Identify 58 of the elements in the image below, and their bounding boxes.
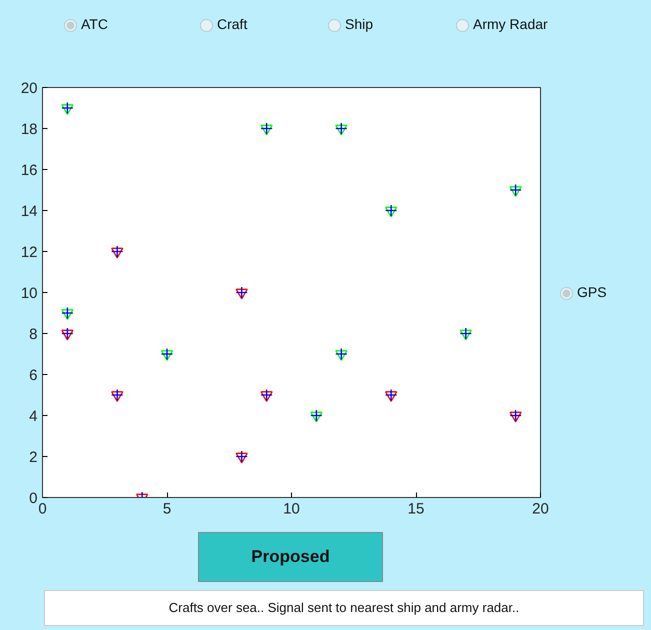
point bbox=[335, 348, 348, 360]
point bbox=[260, 391, 273, 402]
point bbox=[384, 391, 398, 402]
point bbox=[236, 288, 248, 300]
text: Ship bbox=[344, 15, 374, 34]
x-tick-label: 15 bbox=[408, 500, 424, 518]
point bbox=[260, 388, 273, 402]
x-tick-label: 10 bbox=[283, 500, 300, 518]
point bbox=[384, 206, 398, 218]
y-tick-label: 0 bbox=[29, 490, 38, 507]
point bbox=[61, 309, 74, 320]
point bbox=[111, 248, 124, 258]
point bbox=[111, 388, 124, 402]
y-tick-label: 8 bbox=[29, 326, 38, 343]
point bbox=[61, 102, 74, 114]
point bbox=[61, 327, 74, 340]
text: ATC bbox=[80, 15, 108, 34]
text: Crafts over sea.. Signal sent to nearest ship and army radar.. bbox=[44, 590, 644, 626]
text: Proposed bbox=[198, 532, 383, 582]
y-tick-label: 2 bbox=[29, 449, 38, 466]
point bbox=[310, 412, 323, 422]
text: Army Radar bbox=[472, 15, 548, 34]
point bbox=[61, 104, 74, 115]
point bbox=[509, 186, 522, 197]
y-tick-label: 4 bbox=[29, 408, 38, 425]
y-tick-label: 16 bbox=[20, 162, 38, 179]
point bbox=[160, 348, 174, 360]
point bbox=[509, 184, 522, 196]
point bbox=[236, 452, 248, 464]
point bbox=[509, 409, 522, 422]
point bbox=[111, 245, 124, 258]
point bbox=[384, 388, 398, 402]
point bbox=[335, 350, 348, 361]
y-tick-label: 10 bbox=[20, 285, 38, 302]
y-tick-label: 6 bbox=[29, 367, 38, 384]
x-tick-label: 20 bbox=[532, 500, 549, 518]
point bbox=[236, 450, 248, 463]
point bbox=[61, 306, 74, 320]
point bbox=[160, 350, 174, 361]
point bbox=[460, 330, 472, 340]
point bbox=[310, 409, 323, 422]
x-tick-label: 5 bbox=[162, 500, 172, 518]
point bbox=[236, 286, 248, 299]
point bbox=[111, 391, 124, 402]
text: GPS bbox=[576, 283, 607, 302]
point bbox=[335, 124, 348, 136]
point bbox=[509, 412, 522, 422]
y-tick-label: 20 bbox=[20, 80, 38, 97]
point bbox=[460, 327, 472, 340]
point bbox=[61, 330, 74, 340]
text: Craft bbox=[216, 15, 248, 34]
point bbox=[260, 124, 273, 136]
point bbox=[384, 204, 398, 217]
point bbox=[260, 122, 273, 135]
point bbox=[335, 122, 348, 135]
y-tick-label: 18 bbox=[20, 121, 38, 138]
y-tick-label: 14 bbox=[20, 203, 38, 220]
y-tick-label: 12 bbox=[20, 244, 38, 261]
